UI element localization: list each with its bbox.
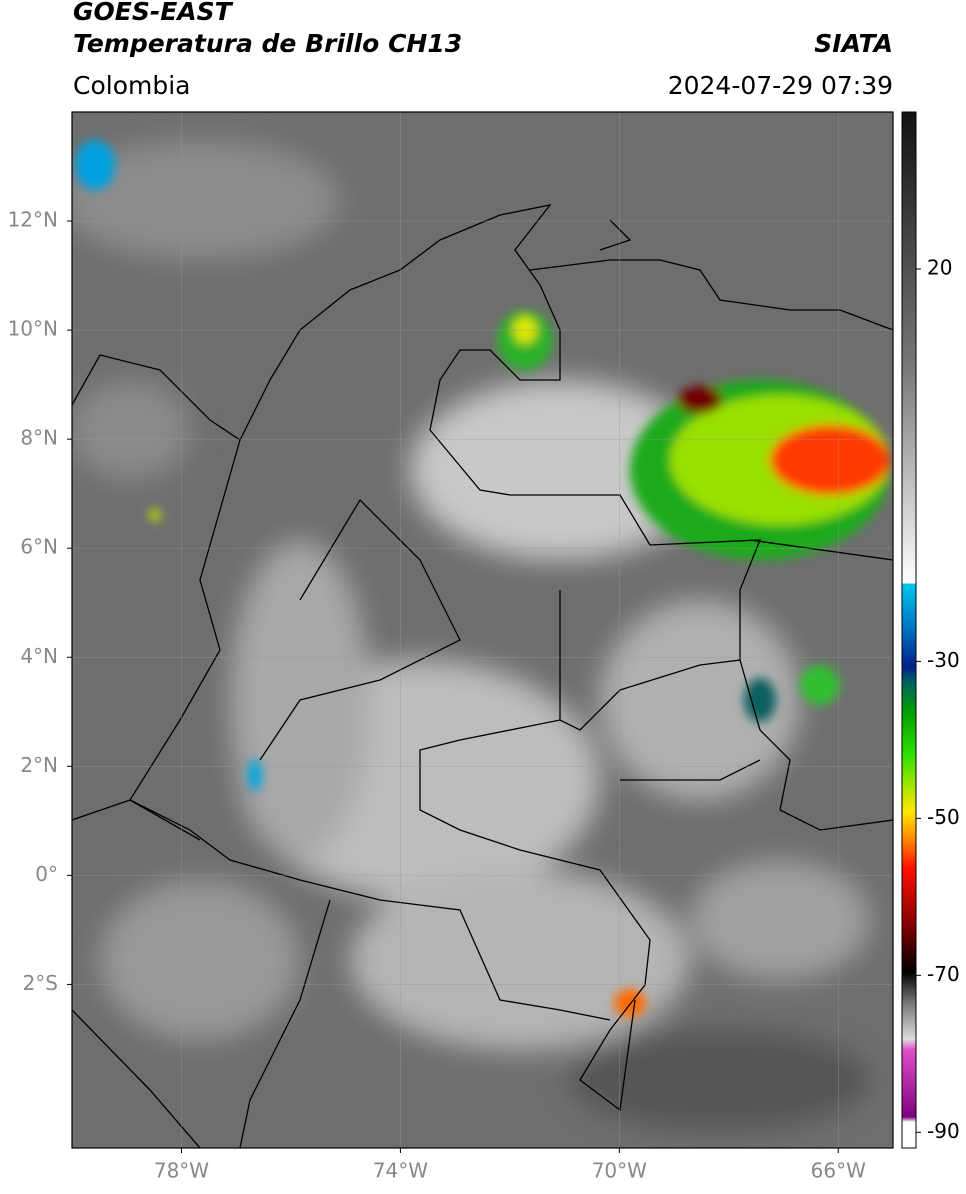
title: GOES-EAST <box>73 0 234 26</box>
colorbar-tick-label: -30 <box>927 648 960 672</box>
region: Colombia <box>73 71 190 100</box>
colorbar-tick-label: -70 <box>927 962 960 986</box>
y-tick-label: 8°N <box>20 426 58 450</box>
colorbar-tick-label: -90 <box>927 1119 960 1143</box>
map-frame <box>71 111 894 1149</box>
x-tick-label: 74°W <box>373 1159 428 1183</box>
source: SIATA <box>814 29 893 58</box>
x-tick-label: 66°W <box>811 1159 866 1183</box>
y-tick-label: 2°S <box>23 971 58 995</box>
satellite-image <box>72 112 893 1148</box>
cloud-field <box>72 140 870 1130</box>
convection <box>75 140 890 1017</box>
colorbar-tick-label: 20 <box>927 255 952 279</box>
y-tick-label: 10°N <box>8 317 58 341</box>
y-tick-label: 0° <box>35 862 58 886</box>
x-tick-label: 70°W <box>592 1159 647 1183</box>
graticule <box>67 112 893 1153</box>
y-tick-label: 6°N <box>20 535 58 559</box>
subtitle: Temperatura de Brillo CH13 <box>73 29 462 58</box>
y-tick-label: 4°N <box>20 644 58 668</box>
colorbar-tick-label: -50 <box>927 805 960 829</box>
borders <box>72 204 893 1148</box>
colorbar <box>901 111 917 1149</box>
y-tick-label: 12°N <box>8 208 58 232</box>
datetime: 2024-07-29 07:39 <box>668 71 893 100</box>
x-tick-label: 78°W <box>154 1159 209 1183</box>
y-tick-label: 2°N <box>20 753 58 777</box>
